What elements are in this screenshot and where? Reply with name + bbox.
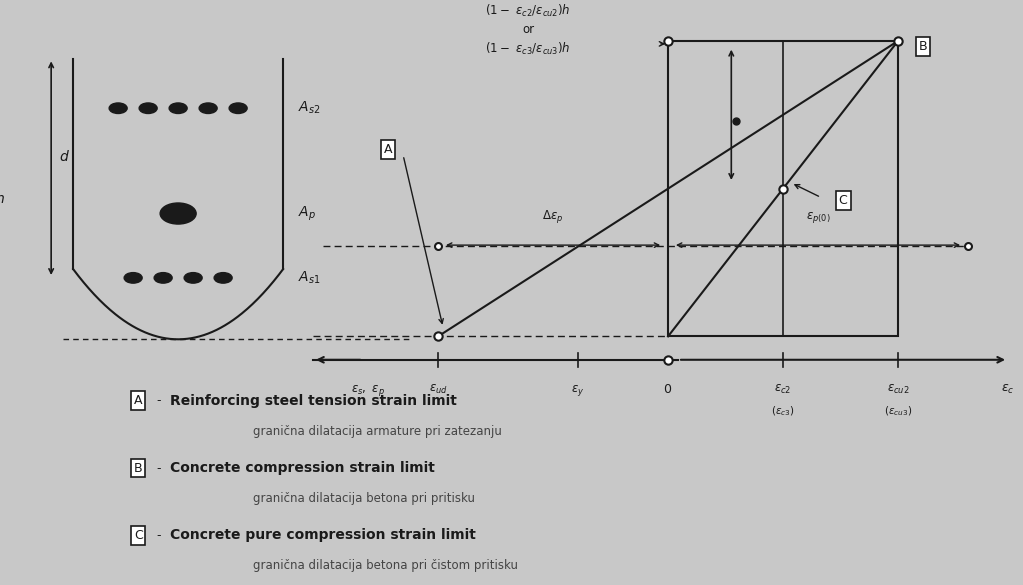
Text: $\varepsilon_{p(0)}$: $\varepsilon_{p(0)}$	[806, 210, 831, 225]
Text: granična dilatacija betona pri čistom pritisku: granična dilatacija betona pri čistom pr…	[253, 559, 518, 572]
Text: $A_{s1}$: $A_{s1}$	[298, 270, 320, 286]
Circle shape	[161, 203, 196, 224]
Text: Reinforcing steel tension strain limit: Reinforcing steel tension strain limit	[170, 394, 457, 408]
Text: $\varepsilon_{ud}$: $\varepsilon_{ud}$	[429, 383, 447, 396]
Circle shape	[214, 273, 232, 283]
Text: C: C	[839, 194, 847, 207]
Circle shape	[229, 103, 248, 113]
Text: $d$: $d$	[58, 149, 70, 164]
Circle shape	[184, 273, 203, 283]
Text: A: A	[134, 394, 142, 407]
Text: $h$: $h$	[0, 191, 5, 207]
Text: B: B	[134, 462, 142, 474]
Circle shape	[109, 103, 127, 113]
Text: B: B	[919, 40, 927, 53]
Bar	[668, 41, 898, 336]
Text: $(1-\ \varepsilon_{c2}/\varepsilon_{cu2})h$
or
$(1-\ \varepsilon_{c3}/\varepsilo: $(1-\ \varepsilon_{c2}/\varepsilon_{cu2}…	[485, 3, 571, 57]
Circle shape	[139, 103, 158, 113]
Circle shape	[169, 103, 187, 113]
Circle shape	[199, 103, 217, 113]
Circle shape	[154, 273, 172, 283]
Text: $\varepsilon_{cu2}$: $\varepsilon_{cu2}$	[887, 383, 909, 396]
Text: $A_p$: $A_p$	[298, 204, 316, 223]
Text: -: -	[153, 462, 166, 474]
Text: A: A	[384, 143, 393, 156]
Text: $(\varepsilon_{cu3})$: $(\varepsilon_{cu3})$	[884, 404, 913, 418]
Text: -: -	[153, 529, 166, 542]
Text: C: C	[134, 529, 142, 542]
Text: $A_{s2}$: $A_{s2}$	[298, 100, 320, 116]
Text: Concrete pure compression strain limit: Concrete pure compression strain limit	[170, 528, 476, 542]
Text: $(\varepsilon_{c3})$: $(\varepsilon_{c3})$	[771, 404, 795, 418]
Text: granična dilatacija betona pri pritisku: granična dilatacija betona pri pritisku	[253, 492, 475, 505]
Text: $\varepsilon_y$: $\varepsilon_y$	[572, 383, 585, 398]
Text: $\varepsilon_s,\ \varepsilon_p$: $\varepsilon_s,\ \varepsilon_p$	[351, 383, 385, 398]
Text: $\varepsilon_{c2}$: $\varepsilon_{c2}$	[774, 383, 792, 396]
Text: -: -	[153, 394, 166, 407]
Text: $\varepsilon_c$: $\varepsilon_c$	[1002, 383, 1015, 396]
Text: $\Delta\varepsilon_p$: $\Delta\varepsilon_p$	[542, 208, 564, 225]
Text: granična dilatacija armature pri zatezanju: granična dilatacija armature pri zatezan…	[253, 425, 502, 438]
Circle shape	[124, 273, 142, 283]
Text: $0$: $0$	[664, 383, 672, 396]
Text: Concrete compression strain limit: Concrete compression strain limit	[170, 461, 435, 475]
